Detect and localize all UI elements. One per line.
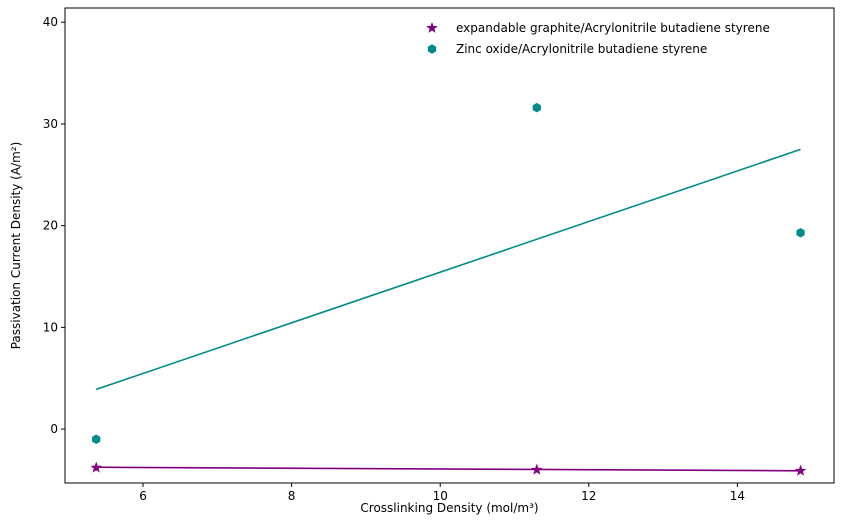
- x-tick-label: 6: [139, 489, 147, 503]
- data-point-series-2-3: [796, 228, 805, 238]
- trendline-series-2: [95, 148, 801, 391]
- data-point-series-1-3: [794, 464, 807, 476]
- x-axis-label: Crosslinking Density (mol/m³): [360, 501, 538, 515]
- legend-label-series-1: expandable graphite/Acrylonitrile butadi…: [456, 21, 770, 35]
- data-point-series-2-1: [92, 434, 101, 445]
- plot-layer: [90, 102, 807, 476]
- x-tick-label: 10: [433, 489, 448, 503]
- data-point-series-1-1: [90, 461, 102, 473]
- legend-label-series-2: Zinc oxide/Acrylonitrile butadiene styre…: [456, 42, 707, 56]
- y-tick-label: 40: [43, 15, 58, 29]
- legend-marker-series-1: [426, 21, 438, 33]
- data-point-series-2-2: [532, 102, 541, 113]
- y-tick-label: 0: [50, 422, 58, 436]
- y-axis-label: Passivation Current Density (A/m²): [9, 142, 23, 350]
- x-tick-label: 14: [730, 489, 745, 503]
- x-tick-label: 12: [581, 489, 596, 503]
- x-tick-label: 8: [288, 489, 296, 503]
- y-tick-label: 30: [43, 117, 58, 131]
- legend: expandable graphite/Acrylonitrile butadi…: [426, 21, 770, 56]
- legend-marker-series-2: [427, 44, 437, 54]
- data-point-series-1-2: [531, 463, 543, 475]
- plot-frame: [64, 7, 835, 484]
- y-tick-label: 10: [43, 320, 58, 334]
- axes: 6 8 10 12 14 0 10 20 30 40: [43, 7, 835, 503]
- trendline-series-1: [96, 466, 801, 472]
- y-tick-label: 20: [43, 219, 58, 233]
